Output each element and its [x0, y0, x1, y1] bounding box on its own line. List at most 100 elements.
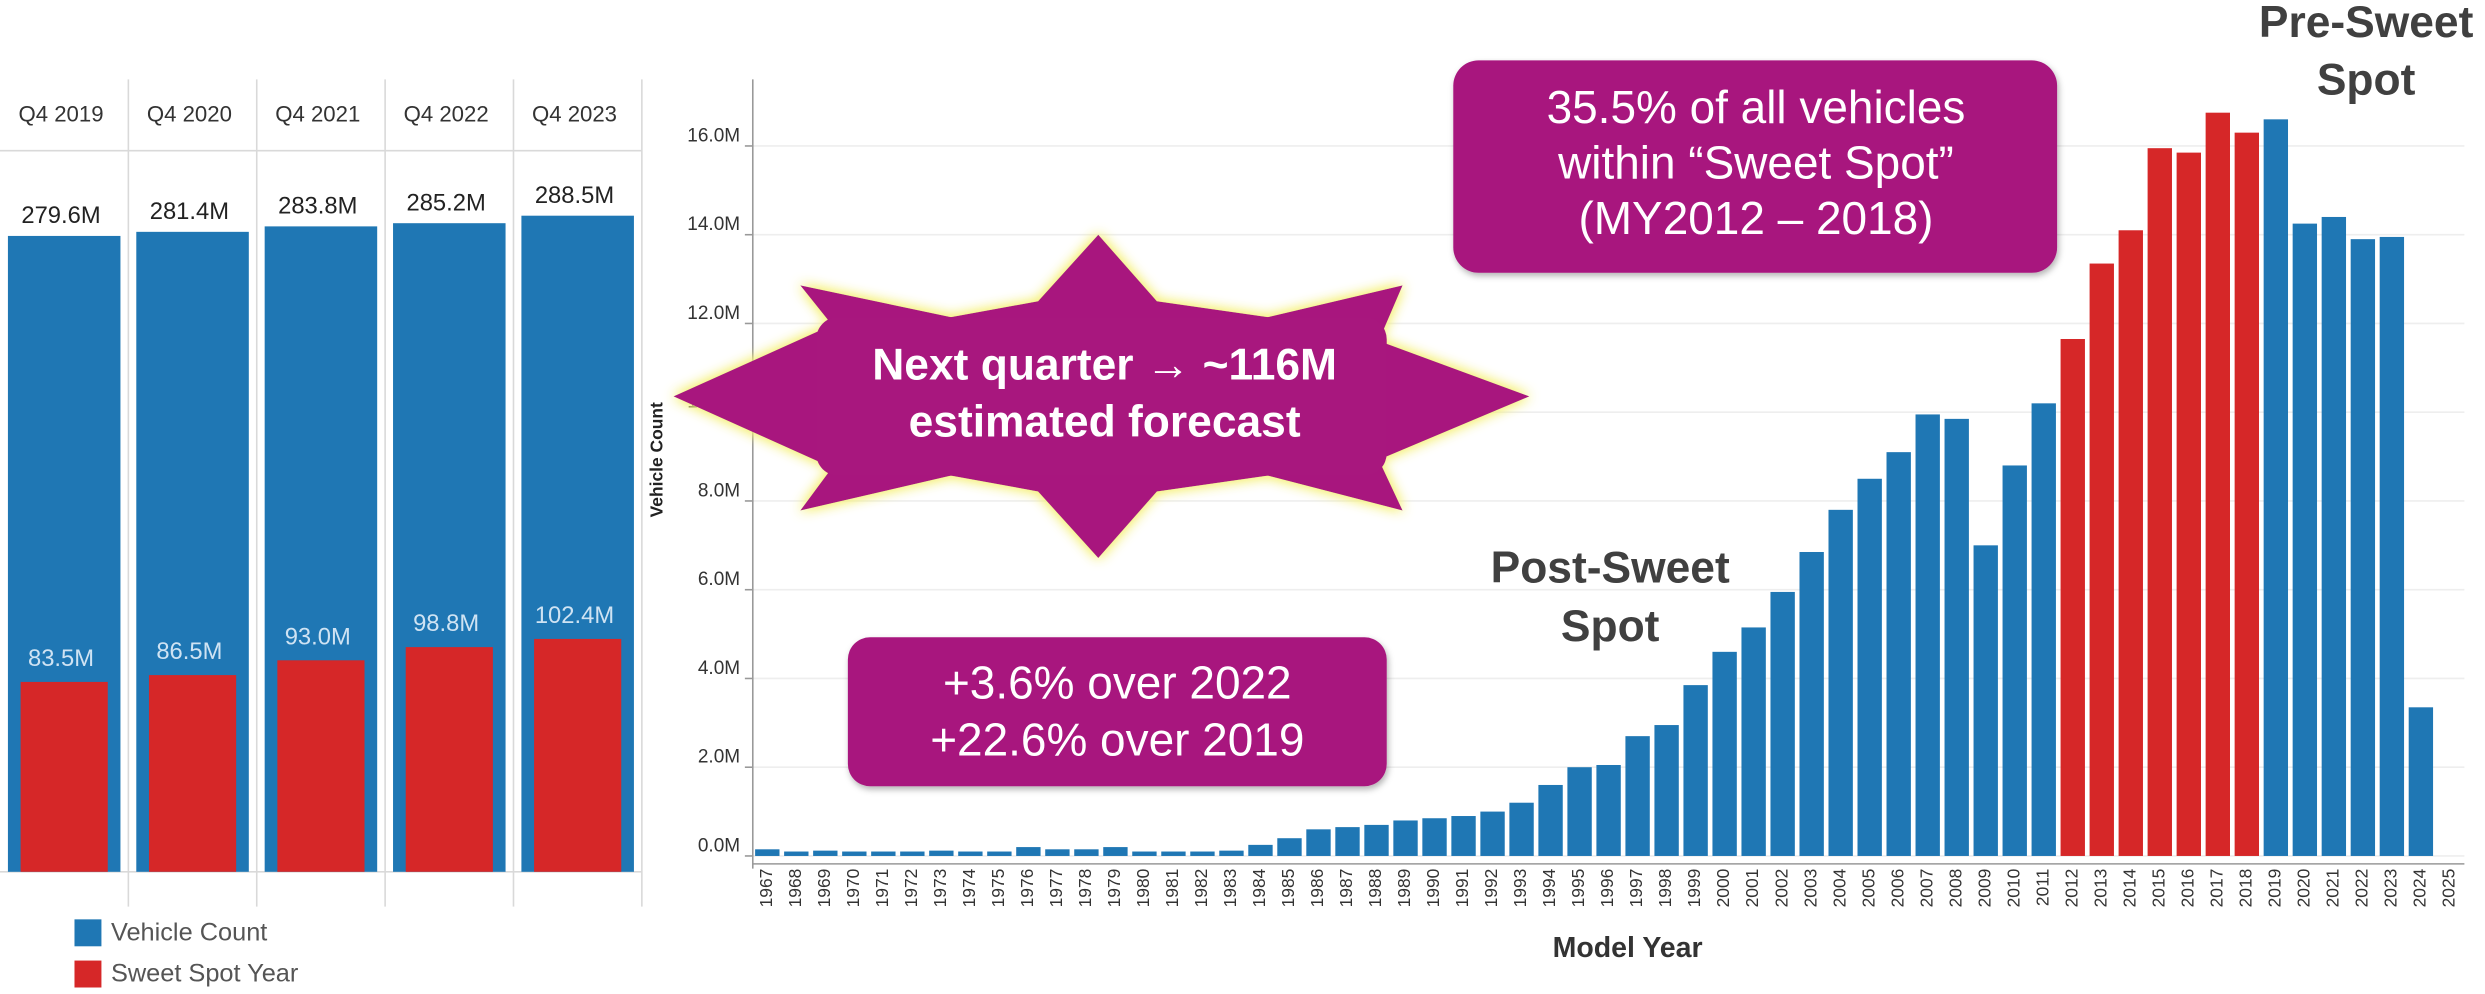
bar: [842, 851, 867, 856]
x-tick-label: 2018: [2235, 869, 2255, 908]
bar: [2321, 216, 2347, 856]
x-axis-label: Model Year: [1553, 932, 1703, 964]
forecast-box: [816, 317, 1387, 476]
y-axis-label: Vehicle Count: [646, 402, 666, 517]
column-header: Q4 2023: [532, 102, 617, 127]
x-tick-label: 1995: [1568, 869, 1588, 908]
x-tick-label: 2003: [1800, 869, 1820, 908]
x-tick-label: 1981: [1162, 869, 1182, 908]
bar: [1857, 478, 1882, 856]
x-tick-label: 1988: [1365, 869, 1385, 908]
sweet-spot-note: (MY2012 – 2018): [1578, 192, 1933, 244]
bar: [755, 849, 780, 856]
x-tick-label: 2016: [2177, 869, 2197, 908]
y-tick-label: 14.0M: [687, 214, 740, 235]
value-label: 93.0M: [285, 623, 351, 650]
bar: [2060, 338, 2085, 856]
growth-note: +3.6% over 2022: [943, 657, 1292, 709]
bar: [2408, 707, 2434, 856]
x-tick-label: 1987: [1336, 869, 1356, 908]
bar: [1219, 850, 1244, 856]
bar: [148, 675, 237, 872]
x-tick-label: 2020: [2293, 868, 2313, 907]
x-tick-label: 1984: [1249, 868, 1269, 907]
x-tick-label: 1989: [1394, 869, 1414, 908]
x-tick-label: 2008: [1945, 869, 1965, 908]
x-tick-label: 1982: [1191, 869, 1211, 908]
sweet-spot-note: 35.5% of all vehicles: [1547, 81, 1966, 133]
x-tick-label: 2013: [2090, 869, 2110, 908]
x-tick-label: 2012: [2061, 869, 2081, 908]
x-tick-label: 2019: [2264, 869, 2284, 908]
x-tick-label: 2001: [1742, 869, 1762, 908]
bar: [1538, 784, 1563, 856]
x-tick-label: 1991: [1452, 869, 1472, 908]
x-tick-label: 2006: [1887, 869, 1907, 908]
bar: [1973, 545, 1998, 856]
value-label: 279.6M: [21, 202, 100, 229]
x-tick-label: 1968: [785, 869, 805, 908]
quarterly-panel: Q4 2019 279.6M 83.5M Q4 2020 281.4M 86.5M Q4 2…: [0, 79, 643, 988]
bar: [1915, 414, 1940, 856]
x-tick-label: 1979: [1104, 869, 1124, 908]
bar: [1712, 651, 1737, 856]
bar: [2379, 236, 2405, 856]
bar: [2263, 119, 2289, 856]
model-year-panel: 0.0M2.0M4.0M6.0M8.0M10.0M12.0M14.0M16.0M…: [646, 79, 2465, 964]
post-sweet-spot-label: Post-Sweet: [1491, 543, 1730, 592]
sweet-spot-box: [1453, 60, 2058, 273]
x-tick-label: 1969: [814, 869, 834, 908]
y-tick-label: 8.0M: [698, 480, 740, 501]
bar: [2176, 152, 2201, 856]
bar: [958, 851, 983, 856]
bar: [1422, 818, 1447, 856]
x-tick-label: 2025: [2439, 869, 2459, 908]
x-tick-label: 2023: [2380, 869, 2400, 908]
bar: [1161, 851, 1186, 856]
legend-label: Vehicle Count: [111, 918, 267, 946]
value-label: 83.5M: [28, 645, 94, 672]
x-tick-label: 1999: [1684, 869, 1704, 908]
bar: [2234, 132, 2260, 856]
column-header: Q4 2022: [404, 102, 489, 127]
bar: [1306, 829, 1331, 856]
x-tick-label: 2011: [2032, 869, 2052, 906]
bar: [2002, 465, 2027, 856]
bar: [1074, 849, 1099, 856]
sweet-spot-note: within “Sweet Spot”: [1557, 137, 1954, 189]
x-tick-label: 1970: [843, 868, 863, 907]
bar: [2147, 148, 2172, 856]
bar: [1335, 827, 1360, 856]
y-tick-label: 16.0M: [687, 125, 740, 146]
x-tick-label: 1976: [1017, 869, 1037, 908]
bar: [1393, 820, 1418, 856]
x-tick-label: 1990: [1423, 868, 1443, 907]
bar: [1016, 847, 1041, 856]
bar: [900, 851, 925, 856]
x-tick-label: 1983: [1220, 869, 1240, 908]
x-tick-label: 2000: [1713, 868, 1733, 907]
bar: [1567, 767, 1592, 856]
x-tick-label: 2014: [2119, 868, 2139, 907]
x-tick-label: 1978: [1075, 869, 1095, 908]
bar: [929, 850, 954, 856]
x-tick-label: 1975: [988, 869, 1008, 908]
x-tick-label: 2005: [1858, 869, 1878, 908]
bar: [1045, 849, 1070, 856]
value-label: 102.4M: [535, 602, 614, 629]
post-sweet-spot-label: Spot: [1561, 602, 1660, 651]
legend-swatch: [74, 919, 102, 947]
value-label: 281.4M: [150, 198, 229, 225]
bar: [1828, 509, 1853, 856]
bar: [1683, 685, 1708, 856]
bar: [1625, 736, 1650, 856]
value-label: 283.8M: [278, 193, 357, 220]
x-tick-label: 2009: [1974, 869, 1994, 908]
x-tick-label: 2002: [1771, 869, 1791, 908]
bar: [405, 647, 493, 872]
y-tick-label: 6.0M: [698, 569, 740, 590]
y-tick-label: 2.0M: [698, 747, 740, 768]
x-tick-label: 1994: [1539, 868, 1559, 907]
